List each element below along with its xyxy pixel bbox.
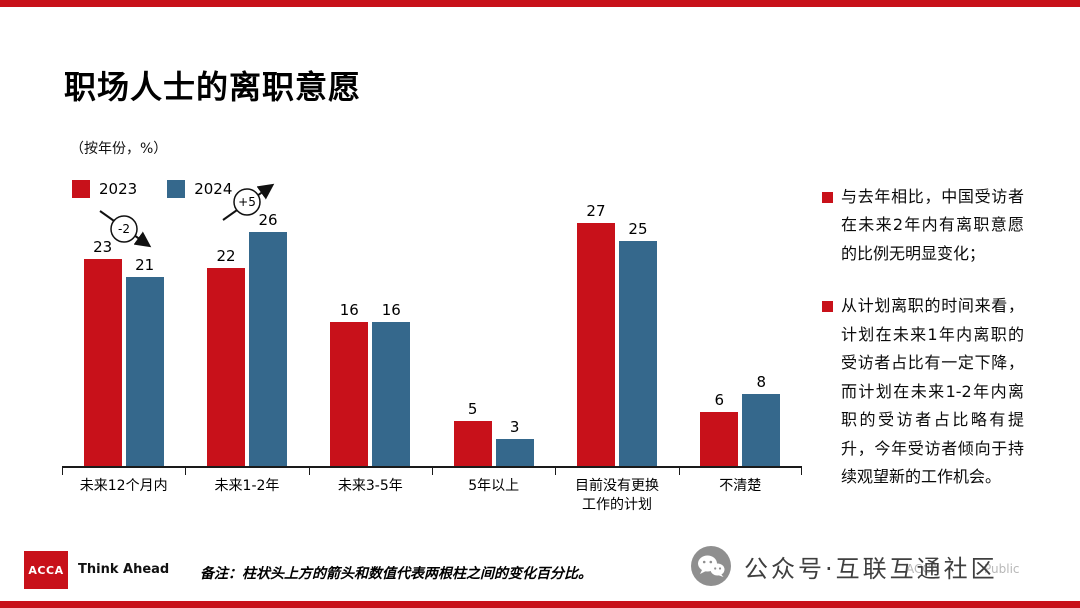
legend-item-2024: 2024 (167, 180, 232, 198)
category-label: 未来12个月内 (62, 468, 185, 515)
bar-value-label: 27 (586, 202, 606, 220)
footer-note: 备注：柱状头上方的箭头和数值代表两根柱之间的变化百分比。 (200, 566, 592, 582)
plot-area: 23 21 -2 22 26 +5 16 16 5 3 27 25 6 8 (62, 183, 802, 468)
chart-subtitle: （按年份，%） (70, 141, 168, 157)
bar-group: 23 21 -2 (62, 198, 185, 466)
think-ahead-tagline: Think Ahead (78, 562, 170, 577)
annotation-circle (233, 188, 261, 216)
bar-with-label: 5 (453, 400, 492, 466)
bullet-square-icon (822, 301, 833, 313)
category-label: 未来1-2年 (185, 468, 308, 515)
bar-2023 (700, 412, 739, 466)
bar-with-label: 23 (83, 238, 122, 466)
wechat-account: 公众号·互联互通社区 (690, 545, 998, 587)
bar-value-label: 3 (509, 418, 520, 436)
bottom-accent-bar (0, 601, 1080, 608)
bar-with-label: 6 (700, 391, 739, 466)
bar-with-label: 21 (125, 256, 164, 466)
bar-2024 (495, 439, 534, 466)
bar-2024 (618, 241, 657, 466)
top-accent-bar (0, 0, 1080, 7)
bar-with-label: 25 (618, 220, 657, 466)
bar-value-label: 26 (258, 211, 278, 229)
wechat-icon (691, 546, 731, 586)
bar-with-label: 22 (206, 247, 245, 466)
category-label: 不清楚 (678, 468, 803, 515)
bar-chart: 23 21 -2 22 26 +5 16 16 5 3 27 25 6 8 未来12个月内 未来1-2年 未来… (62, 183, 803, 515)
insight-item: 与去年相比，中国受访者在未来2年内有离职意愿的比例无明显变化； (822, 183, 1024, 268)
bar-value-label: 8 (756, 373, 767, 391)
change-annotation: -2 (99, 210, 151, 248)
category-label: 未来3-5年 (308, 468, 432, 515)
annotation-circle (109, 215, 138, 243)
bar-with-label: 26 (248, 211, 287, 466)
bar-group: 27 25 (555, 198, 678, 466)
legend-swatch-icon (72, 180, 90, 198)
bar-with-label: 16 (330, 301, 369, 466)
bar-2023 (330, 322, 369, 466)
bar-2023 (453, 421, 492, 466)
category-label: 目前没有更换 工作的计划 (555, 468, 678, 515)
bar-with-label: 3 (495, 418, 534, 466)
bar-value-label: 25 (628, 220, 648, 238)
legend-label: 2024 (194, 180, 233, 198)
watermark-acca: ACCA (906, 562, 939, 576)
insight-list: 与去年相比，中国受访者在未来2年内有离职意愿的比例无明显变化； 从计划离职的时间来… (822, 183, 1024, 516)
page-title: 职场人士的离职意愿 (64, 68, 362, 106)
bar-value-label: 16 (339, 301, 359, 319)
annotation-value: +5 (238, 195, 256, 209)
wechat-account-label: 公众号·互联互通社区 (744, 554, 998, 583)
bar-value-label: 22 (216, 247, 236, 265)
bar-value-label: 23 (93, 238, 113, 256)
watermark-public: Public (984, 562, 1020, 576)
bar-2023 (576, 223, 615, 466)
bullet-square-icon (822, 192, 833, 203)
insight-item: 从计划离职的时间来看，计划在未来1年内离职的受访者占比有一定下降，而计划在未来1… (822, 292, 1024, 491)
legend-label: 2023 (99, 180, 138, 198)
bar-2024 (742, 394, 781, 466)
bar-group: 22 26 +5 (185, 183, 308, 466)
bar-with-label: 16 (372, 301, 411, 466)
insight-text: 从计划离职的时间来看，计划在未来1年内离职的受访者占比有一定下降，而计划在未来1… (841, 296, 1024, 487)
acca-logo: ACCA (24, 551, 68, 589)
insight-text: 与去年相比，中国受访者在未来2年内有离职意愿的比例无明显变化； (841, 187, 1024, 263)
bar-value-label: 16 (381, 301, 401, 319)
bar-with-label: 27 (576, 202, 615, 466)
annotation-value: -2 (118, 222, 130, 236)
change-annotation: +5 (222, 183, 275, 221)
legend-swatch-icon (167, 180, 186, 198)
bar-2024 (372, 322, 411, 466)
bar-value-label: 5 (467, 400, 478, 418)
bar-2024 (125, 277, 164, 466)
bar-2023 (206, 268, 245, 466)
bar-with-label: 8 (742, 373, 781, 466)
category-label: 5年以上 (431, 468, 555, 515)
bar-2023 (83, 259, 122, 466)
legend-item-2023: 2023 (72, 180, 137, 198)
legend: 2023 2024 (72, 180, 232, 198)
x-axis-labels: 未来12个月内 未来1-2年 未来3-5年 5年以上 目前没有更换 工作的计划 不清楚 (62, 468, 803, 515)
bar-value-label: 6 (714, 391, 725, 409)
bar-group: 16 16 (309, 198, 432, 466)
bar-value-label: 21 (135, 256, 155, 274)
bar-2024 (248, 232, 287, 466)
